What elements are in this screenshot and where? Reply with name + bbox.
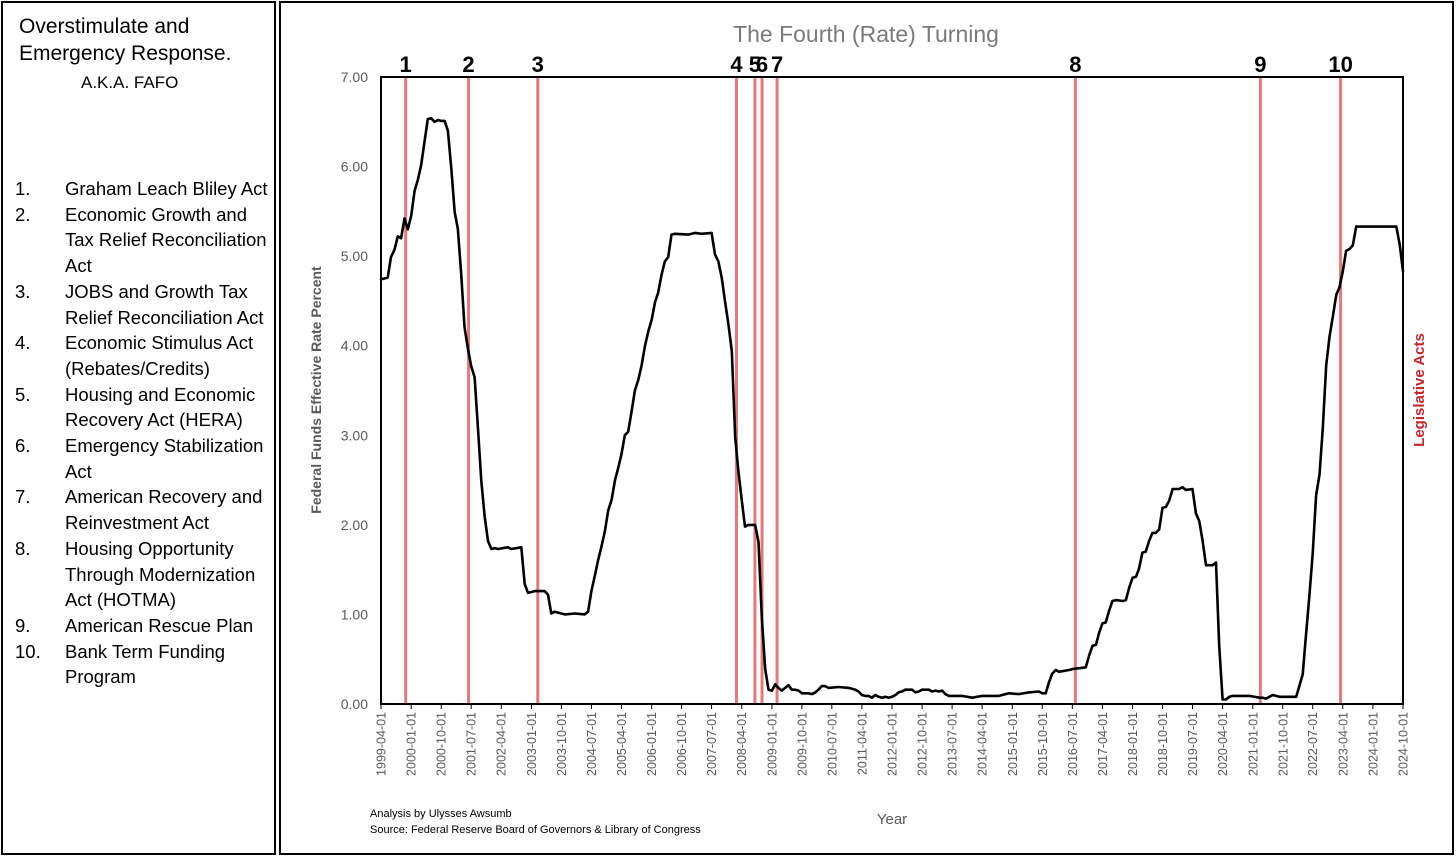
act-marker-number: 7 bbox=[771, 52, 783, 77]
legislative-acts-label: Legislative Acts bbox=[1411, 333, 1428, 447]
act-number: 4. bbox=[15, 332, 31, 354]
act-item: 5. Housing and Economic Recovery Act (HER… bbox=[15, 382, 273, 433]
act-name: JOBS and Growth Tax Relief Reconciliatio… bbox=[65, 280, 264, 328]
act-item: 7. American Recovery and Reinvestment Act bbox=[15, 484, 273, 535]
act-item: 9. American Rescue Plan bbox=[15, 613, 273, 639]
act-marker-number: 8 bbox=[1069, 52, 1081, 77]
y-tick-label: 4.00 bbox=[341, 338, 368, 354]
act-marker-number: 10 bbox=[1328, 52, 1352, 77]
act-name: American Recovery and Reinvestment Act bbox=[65, 486, 263, 534]
act-marker-number: 1 bbox=[400, 52, 412, 77]
act-number: 10. bbox=[15, 640, 41, 662]
plot-frame bbox=[380, 76, 1404, 705]
x-tick-label: 2006-10-01 bbox=[675, 712, 689, 776]
x-tick-label: 2022-07-01 bbox=[1306, 712, 1320, 776]
act-name: Housing Opportunity Through Modernizatio… bbox=[65, 537, 256, 611]
x-tick-label: 2021-10-01 bbox=[1276, 712, 1290, 776]
acts-list: 1. Graham Leach Bliley Act 2. Economic Gro… bbox=[15, 176, 273, 690]
x-tick-label: 2018-01-01 bbox=[1126, 712, 1140, 776]
chart-panel bbox=[279, 1, 1454, 855]
act-name: American Rescue Plan bbox=[65, 614, 254, 636]
act-marker-number: 2 bbox=[462, 52, 474, 77]
act-marker-number: 6 bbox=[756, 52, 768, 77]
x-tick-label: 2008-04-01 bbox=[735, 712, 749, 776]
x-tick-label: 2013-07-01 bbox=[946, 712, 960, 776]
x-tick-label: 2000-10-01 bbox=[435, 712, 449, 776]
x-tick-label: 2024-01-01 bbox=[1366, 712, 1380, 776]
act-item: 6. Emergency Stabilization Act bbox=[15, 433, 273, 484]
x-tick-label: 2000-01-01 bbox=[405, 712, 419, 776]
y-tick-label: 1.00 bbox=[341, 606, 368, 622]
x-tick-label: 2009-01-01 bbox=[765, 712, 779, 776]
x-tick-label: 2015-01-01 bbox=[1006, 712, 1020, 776]
act-marker-number: 9 bbox=[1254, 52, 1266, 77]
x-tick-label: 2005-04-01 bbox=[615, 712, 629, 776]
y-tick-label: 5.00 bbox=[341, 248, 368, 264]
panel-title: Overstimulate and Emergency Response. bbox=[19, 15, 232, 65]
act-number: 2. bbox=[15, 203, 31, 225]
act-marker-number: 3 bbox=[532, 52, 544, 77]
act-name: Housing and Economic Recovery Act (HERA) bbox=[65, 383, 256, 431]
x-tick-label: 2020-04-01 bbox=[1216, 712, 1230, 776]
y-axis-label: Federal Funds Effective Rate Percent bbox=[308, 266, 324, 514]
x-tick-label: 2023-04-01 bbox=[1336, 712, 1350, 776]
x-tick-label: 2003-01-01 bbox=[525, 712, 539, 776]
act-item: 8. Housing Opportunity Through Modernizat… bbox=[15, 536, 273, 613]
x-tick-label: 2017-04-01 bbox=[1096, 712, 1110, 776]
act-number: 8. bbox=[15, 537, 31, 559]
act-number: 6. bbox=[15, 435, 31, 457]
x-tick-label: 2012-01-01 bbox=[886, 712, 900, 776]
act-item: 10. Bank Term Funding Program bbox=[15, 639, 273, 690]
act-item: 4. Economic Stimulus Act (Rebates/Credits… bbox=[15, 330, 273, 381]
x-tick-label: 2010-07-01 bbox=[825, 712, 839, 776]
x-tick-label: 2001-07-01 bbox=[465, 712, 479, 776]
x-tick-label: 2024-10-01 bbox=[1397, 712, 1411, 776]
x-tick-label: 2003-10-01 bbox=[555, 712, 569, 776]
x-tick-label: 2009-10-01 bbox=[795, 712, 809, 776]
x-tick-label: 1999-04-01 bbox=[375, 712, 389, 776]
act-item: 3. JOBS and Growth Tax Relief Reconciliat… bbox=[15, 279, 273, 330]
act-marker-number: 4 bbox=[730, 52, 743, 77]
y-tick-label: 7.00 bbox=[341, 69, 368, 85]
act-name: Economic Growth and Tax Relief Reconcili… bbox=[65, 203, 267, 277]
act-name: Bank Term Funding Program bbox=[65, 640, 226, 688]
act-name: Graham Leach Bliley Act bbox=[65, 178, 268, 199]
act-name: Economic Stimulus Act (Rebates/Credits) bbox=[65, 332, 254, 379]
x-tick-label: 2012-10-01 bbox=[916, 712, 930, 776]
x-tick-label: 2004-07-01 bbox=[585, 712, 599, 776]
x-tick-label: 2018-10-01 bbox=[1156, 712, 1170, 776]
act-number: 9. bbox=[15, 614, 31, 636]
x-tick-label: 2014-04-01 bbox=[976, 712, 990, 776]
x-tick-label: 2016-07-01 bbox=[1066, 712, 1080, 776]
act-number: 3. bbox=[15, 280, 31, 302]
act-marker-number: 5 bbox=[749, 52, 761, 77]
y-tick-label: 3.00 bbox=[341, 427, 368, 443]
act-item: 2. Economic Growth and Tax Relief Reconci… bbox=[15, 202, 273, 279]
act-item: 1. Graham Leach Bliley Act bbox=[15, 176, 273, 202]
x-tick-label: 2011-04-01 bbox=[855, 712, 869, 775]
x-tick-label: 2006-01-01 bbox=[645, 712, 659, 776]
act-name: Emergency Stabilization Act bbox=[65, 435, 264, 482]
x-axis-label: Year bbox=[877, 811, 907, 828]
chart-title: The Fourth (Rate) Turning bbox=[733, 21, 999, 47]
act-number: 1. bbox=[15, 178, 31, 199]
x-tick-label: 2021-01-01 bbox=[1246, 712, 1260, 776]
legislation-key-panel: Overstimulate and Emergency Response. A.… bbox=[1, 1, 276, 855]
source-credit: Source: Federal Reserve Board of Governo… bbox=[370, 824, 701, 836]
x-tick-label: 2015-10-01 bbox=[1036, 712, 1050, 776]
y-tick-label: 0.00 bbox=[341, 696, 368, 712]
act-number: 5. bbox=[15, 383, 31, 405]
x-tick-label: 2007-07-01 bbox=[705, 712, 719, 776]
y-tick-label: 2.00 bbox=[341, 517, 368, 533]
panel-subtitle: A.K.A. FAFO bbox=[81, 73, 179, 92]
y-tick-label: 6.00 bbox=[341, 159, 368, 175]
analysis-credit: Analysis by Ulysses Awsumb bbox=[370, 808, 512, 820]
act-number: 7. bbox=[15, 486, 31, 508]
fed-funds-rate-line bbox=[379, 116, 1405, 701]
x-tick-label: 2019-07-01 bbox=[1186, 712, 1200, 776]
x-tick-label: 2002-04-01 bbox=[495, 712, 509, 776]
